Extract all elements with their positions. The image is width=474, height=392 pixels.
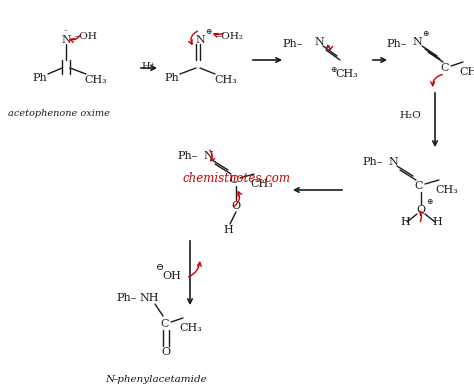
Text: CH₃: CH₃ <box>436 185 458 195</box>
Text: Ph: Ph <box>164 73 179 83</box>
Text: –phenylacetamide: –phenylacetamide <box>113 376 208 385</box>
Text: ⊕: ⊕ <box>205 28 211 36</box>
Text: O: O <box>231 201 241 211</box>
Text: N: N <box>61 35 71 45</box>
Text: Ph–: Ph– <box>363 157 383 167</box>
Text: N: N <box>412 37 422 47</box>
Text: ⊕: ⊕ <box>422 30 428 38</box>
Text: ⊖: ⊖ <box>156 263 164 272</box>
Text: O: O <box>162 347 171 357</box>
Text: CH₃: CH₃ <box>460 67 474 77</box>
Text: NH: NH <box>139 293 159 303</box>
Text: CH₃: CH₃ <box>85 75 108 85</box>
Text: ⊕: ⊕ <box>330 66 336 74</box>
Text: –OH: –OH <box>74 31 98 40</box>
Text: CH₃: CH₃ <box>180 323 202 333</box>
Text: H⁺: H⁺ <box>141 62 155 71</box>
Text: chemistnotes.com: chemistnotes.com <box>183 172 291 185</box>
Text: C: C <box>161 319 169 329</box>
Text: Ph–: Ph– <box>117 293 137 303</box>
Text: H: H <box>400 217 410 227</box>
Text: C: C <box>441 63 449 73</box>
Text: acetophenone oxime: acetophenone oxime <box>8 109 110 118</box>
Text: N: N <box>203 151 213 161</box>
Text: N: N <box>105 376 114 385</box>
Text: Ph–: Ph– <box>387 39 407 49</box>
Text: H₂Ö: H₂Ö <box>399 111 421 120</box>
Text: N: N <box>195 35 205 45</box>
Text: OH: OH <box>163 271 182 281</box>
Text: N: N <box>388 157 398 167</box>
Text: H: H <box>432 217 442 227</box>
Text: ⊕: ⊕ <box>426 198 432 206</box>
Text: CH₃: CH₃ <box>215 75 237 85</box>
Text: CH₃: CH₃ <box>251 179 273 189</box>
Text: ··: ·· <box>64 26 68 34</box>
Text: Ph–: Ph– <box>283 39 303 49</box>
Text: N: N <box>314 37 324 47</box>
Text: Ph–: Ph– <box>178 151 198 161</box>
Text: O: O <box>417 205 426 215</box>
Text: H: H <box>223 225 233 235</box>
Text: C: C <box>415 181 423 191</box>
Text: C: C <box>230 175 238 185</box>
Text: Ph: Ph <box>33 73 47 83</box>
Text: –OH₂: –OH₂ <box>217 31 244 40</box>
Text: ·: · <box>325 41 329 55</box>
Text: CH₃: CH₃ <box>336 69 358 79</box>
